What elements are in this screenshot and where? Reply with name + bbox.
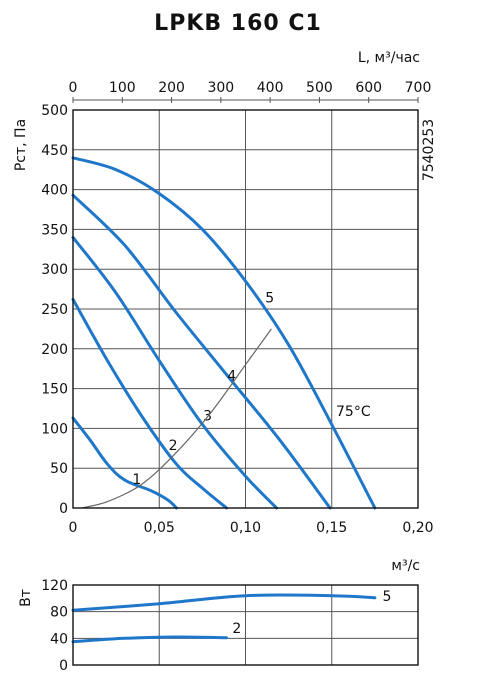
power-y-tick-label: 80: [50, 605, 68, 621]
power-curve-2: [71, 635, 228, 644]
system-resistance-line: [81, 328, 272, 509]
y-tick-label: 100: [41, 421, 68, 437]
x-tick-label: 0,10: [230, 520, 261, 536]
top-tick-label: 300: [207, 80, 234, 96]
y-tick-label: 350: [41, 222, 68, 238]
product-code: 7540253: [421, 119, 437, 181]
x-tick-label: 0,05: [144, 520, 175, 536]
y-tick-label: 400: [41, 183, 68, 199]
top-tick-label: 100: [109, 80, 136, 96]
main-x-axis-label: м³/с: [391, 558, 420, 574]
temperature-annotation: 75°C: [336, 404, 371, 420]
y-tick-label: 50: [50, 461, 68, 477]
top-tick-label: 700: [405, 80, 432, 96]
power-curves: 52: [71, 589, 391, 644]
power-y-tick-label: 120: [41, 578, 68, 594]
power-curve-label-2: 2: [232, 621, 241, 637]
main-y-axis-label: Рст, Па: [13, 119, 29, 171]
y-tick-label: 0: [59, 501, 68, 517]
top-tick-label: 400: [257, 80, 284, 96]
x-tick-label: 0: [69, 520, 78, 536]
power-curve-5: [71, 593, 377, 612]
pressure-curve-3: [71, 235, 278, 510]
y-tick-label: 250: [41, 302, 68, 318]
y-tick-label: 200: [41, 342, 68, 358]
x-tick-label: 0,15: [316, 520, 347, 536]
curve-label-2: 2: [169, 438, 178, 454]
power-grid: [73, 585, 418, 665]
pressure-curve-2: [71, 297, 228, 510]
y-tick-label: 450: [41, 143, 68, 159]
y-tick-label: 300: [41, 262, 68, 278]
curve-label-1: 1: [132, 472, 141, 488]
y-tick-label: 500: [41, 103, 68, 119]
power-y-tick-label: 0: [59, 658, 68, 674]
y-tick-label: 150: [41, 382, 68, 398]
power-curve-label-5: 5: [382, 589, 391, 605]
curve-label-5: 5: [265, 291, 274, 307]
power-y-axis-label: Вт: [18, 589, 34, 607]
top-axis-label: L, м³/час: [358, 50, 420, 66]
power-plot-frame: [72, 584, 419, 666]
curve-label-4: 4: [227, 369, 236, 385]
main-grid: [73, 110, 418, 508]
main-plot-frame: [72, 109, 419, 509]
power-tick-labels: 0 40 80 120: [41, 578, 68, 674]
pressure-curve-4: [71, 193, 332, 510]
top-tick-label: 0: [69, 80, 78, 96]
pressure-curve-1: [71, 416, 178, 510]
chart-title: LPKB 160 C1: [154, 11, 322, 36]
x-tick-label: 0,20: [402, 520, 433, 536]
power-y-tick-label: 40: [50, 631, 68, 647]
top-tick-label: 600: [355, 80, 382, 96]
top-tick-label: 500: [306, 80, 333, 96]
top-tick-label: 200: [158, 80, 185, 96]
pressure-curve-5: [71, 156, 377, 510]
